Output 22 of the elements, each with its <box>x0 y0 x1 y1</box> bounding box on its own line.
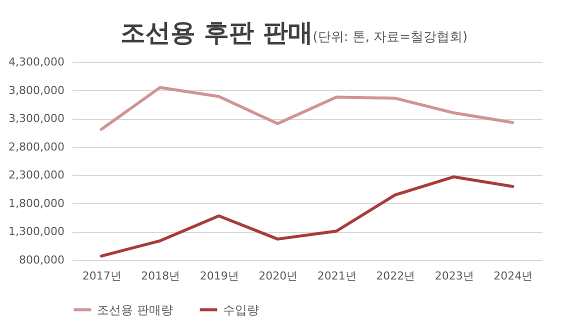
x-tick-label: 2018년 <box>141 270 180 282</box>
y-tick-label: 1,300,000 <box>8 225 64 238</box>
y-tick-label: 3,800,000 <box>8 84 64 97</box>
x-tick-label: 2023년 <box>434 270 474 282</box>
y-tick-label: 800,000 <box>19 254 64 266</box>
x-tick-label: 2019년 <box>200 270 239 282</box>
line-series <box>100 86 514 131</box>
y-tick-label: 4,300,000 <box>8 56 64 68</box>
y-tick-label: 1,800,000 <box>8 196 64 210</box>
y-tick-label: 3,300,000 <box>8 112 64 126</box>
line-series <box>100 175 514 258</box>
x-tick-label: 2024년 <box>494 270 533 282</box>
y-tick-label: 2,300,000 <box>8 168 64 182</box>
chart-subtitle: (단위: 톤, 자료=철강협회) <box>312 30 468 45</box>
legend-label: 조선용 판매량 <box>97 302 173 317</box>
x-tick-label: 2021년 <box>317 270 356 282</box>
chart-title: 조선용 후판 판매 <box>120 18 313 47</box>
x-tick-label: 2020년 <box>258 270 298 282</box>
legend-label: 수입량 <box>223 302 259 317</box>
x-tick-label: 2017년 <box>82 270 122 282</box>
x-tick-label: 2022년 <box>376 270 416 282</box>
y-tick-label: 2,800,000 <box>8 140 64 154</box>
